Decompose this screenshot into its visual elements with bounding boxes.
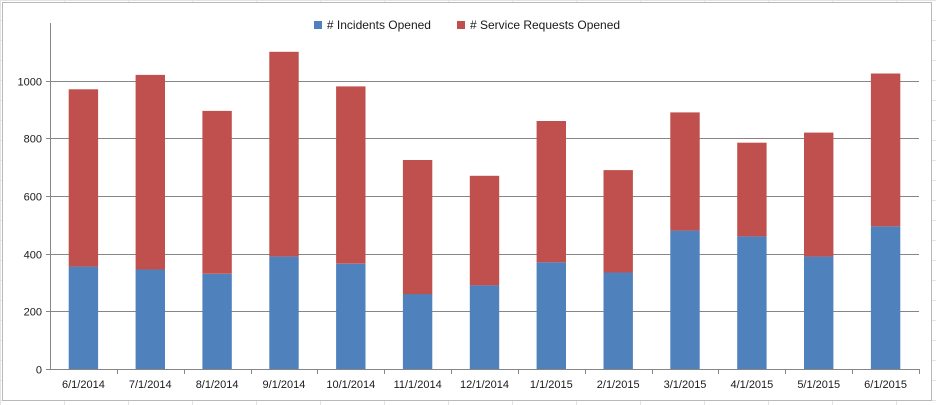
bar-incidents (469, 285, 500, 369)
legend-swatch-service-requests (456, 21, 465, 29)
bar-service-requests (603, 170, 633, 273)
bar-service-requests (202, 110, 232, 274)
bar-service-requests (135, 74, 165, 270)
bar-service-requests (536, 121, 566, 263)
legend-item-service-requests: # Service Requests Opened (456, 18, 621, 32)
bar-incidents (603, 272, 633, 369)
y-tick-label: 0 (36, 365, 42, 377)
plot-area: 0 200 400 600 800 1000 6/1/2014 7/1/2014 8/1/201… (18, 23, 920, 391)
bar-incidents (804, 256, 834, 369)
bar-incidents (135, 269, 165, 369)
y-tick-label: 400 (24, 250, 42, 262)
y-tick-label: 1000 (18, 77, 42, 89)
x-tick-label: 4/1/2015 (730, 379, 773, 391)
bar-incidents (402, 294, 433, 369)
bar-service-requests (402, 160, 433, 295)
bar-incidents (737, 236, 767, 369)
bar-service-requests (804, 132, 834, 257)
x-tick-label: 8/1/2014 (196, 379, 239, 391)
bar-incidents (336, 263, 366, 369)
x-tick-label: 6/1/2015 (864, 379, 907, 391)
y-tick-label: 200 (24, 307, 42, 319)
x-tick-label: 3/1/2015 (664, 379, 707, 391)
x-tick-label: 6/1/2014 (62, 379, 105, 391)
x-tick-label: 7/1/2014 (129, 379, 172, 391)
bar-service-requests (670, 112, 700, 231)
x-tick-label: 9/1/2014 (263, 379, 306, 391)
bar-service-requests (68, 89, 99, 267)
bar-incidents (68, 266, 99, 369)
bar-service-requests (737, 142, 767, 237)
y-tick-label: 800 (24, 134, 42, 146)
x-tick-label: 11/1/2014 (394, 379, 442, 391)
legend: # Incidents Opened # Service Requests Op… (3, 18, 931, 32)
x-tick-label: 12/1/2014 (460, 379, 509, 391)
x-tick-label: 1/1/2015 (530, 379, 573, 391)
bar-incidents (269, 256, 299, 369)
bar-incidents (202, 273, 232, 369)
bar-incidents (536, 262, 566, 369)
bar-incidents (870, 226, 901, 369)
bar-incidents (670, 230, 700, 369)
legend-label-service-requests: # Service Requests Opened (469, 18, 621, 32)
bar-service-requests (870, 73, 901, 227)
x-tick-label: 5/1/2015 (797, 379, 840, 391)
bar-service-requests (269, 51, 299, 257)
chart-area[interactable]: # Incidents Opened # Service Requests Op… (2, 2, 932, 401)
y-tick-label: 600 (24, 192, 42, 204)
x-tick-label: 2/1/2015 (597, 379, 640, 391)
legend-label-incidents: # Incidents Opened (326, 18, 431, 32)
legend-swatch-incidents (313, 21, 322, 29)
legend-item-incidents: # Incidents Opened (313, 18, 431, 32)
bar-service-requests (336, 86, 366, 264)
x-tick-label: 10/1/2014 (326, 379, 375, 391)
bar-service-requests (469, 175, 500, 286)
